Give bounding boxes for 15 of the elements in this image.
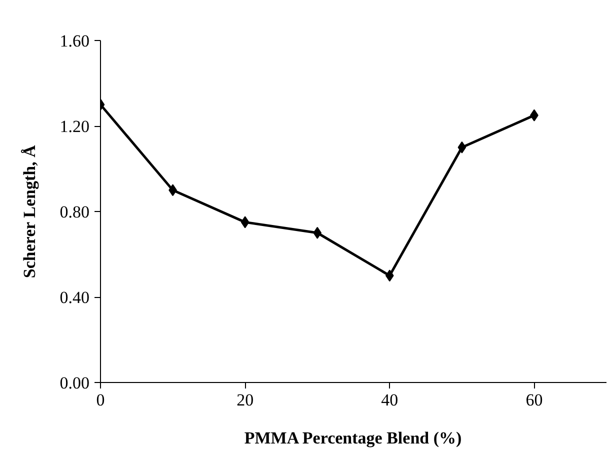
point bbox=[313, 226, 322, 239]
y-tick-label: 0.40 bbox=[60, 288, 90, 307]
y-tick-label: 1.20 bbox=[60, 117, 90, 136]
point bbox=[458, 141, 466, 154]
x-axis-title: PMMA Percentage Blend (%) bbox=[244, 428, 462, 448]
point bbox=[385, 270, 394, 282]
x-tick-label: 0 bbox=[96, 390, 105, 410]
x-tick-label: 60 bbox=[526, 390, 543, 410]
x-tick-label: 20 bbox=[236, 390, 254, 410]
y-tick-label: 1.60 bbox=[60, 32, 90, 50]
x-tick-label: 40 bbox=[381, 390, 398, 410]
y-axis-title: Scherer Length, Å bbox=[20, 144, 39, 278]
y-tick-label: 0.00 bbox=[60, 374, 90, 392]
point bbox=[240, 216, 250, 228]
y-tick-label: 0.80 bbox=[60, 202, 90, 222]
